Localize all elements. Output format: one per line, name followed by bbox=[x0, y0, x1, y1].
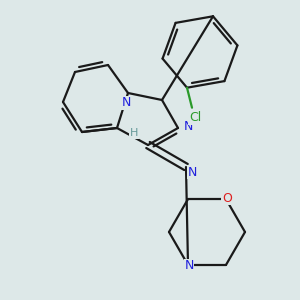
Text: H: H bbox=[130, 128, 138, 138]
Text: N: N bbox=[187, 166, 197, 178]
Text: N: N bbox=[183, 119, 193, 133]
Text: N: N bbox=[184, 260, 194, 272]
Text: Cl: Cl bbox=[189, 111, 201, 124]
Text: O: O bbox=[222, 192, 232, 205]
Text: N: N bbox=[121, 97, 131, 110]
